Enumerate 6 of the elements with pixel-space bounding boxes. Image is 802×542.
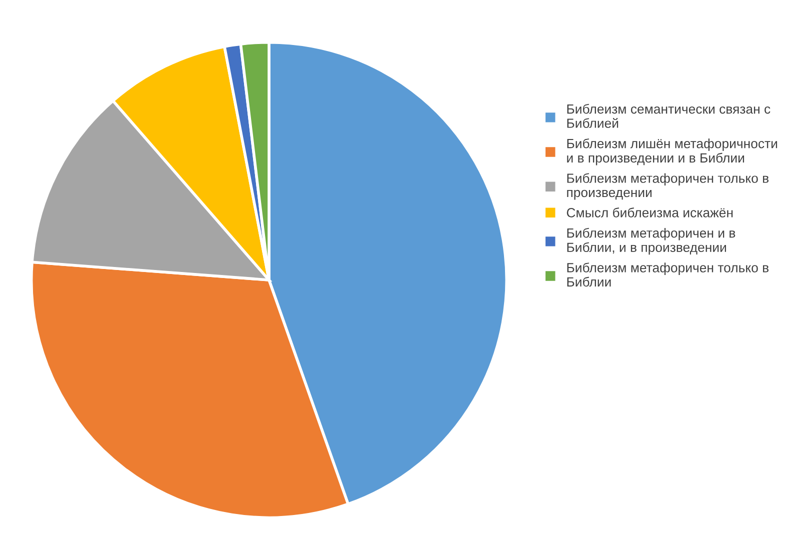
legend-label: Библеизм метафоричен и в Библии, и в произведении bbox=[567, 228, 736, 255]
legend-label: Библеизм метафоричен только в произведении bbox=[567, 173, 769, 200]
legend-label: Библеизм лишён метафоричности и в произведении и в Библии bbox=[567, 138, 778, 166]
legend-label: Библеизм семантически связан с Библией bbox=[567, 104, 770, 128]
legend-label: Смысл библеизма искажён bbox=[566, 208, 733, 218]
legend-label: Библеизм метафоричен только в Библии bbox=[567, 262, 769, 287]
